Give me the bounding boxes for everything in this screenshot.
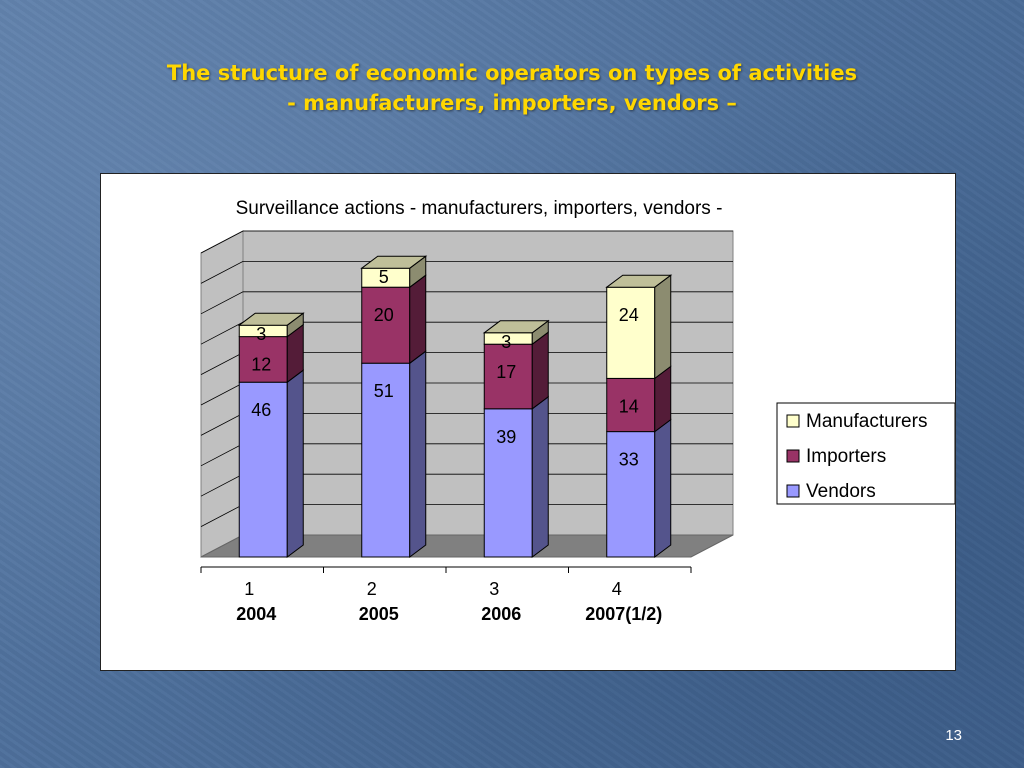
legend-label-manufacturers: Manufacturers (806, 411, 927, 432)
slide-title-line-2: - manufacturers, importers, vendors – (287, 91, 737, 115)
chart-gridline (200, 230, 733, 254)
bar-side-vendors-2006 (531, 395, 549, 558)
data-label: 33 (619, 450, 639, 470)
x-tick-label: 2 (367, 579, 377, 599)
chart-legend (776, 402, 955, 505)
chart-title: Surveillance actions - manufacturers, im… (236, 198, 723, 219)
data-label: 3 (501, 332, 511, 352)
chart-gridline (200, 261, 733, 284)
chart-gridline (200, 291, 733, 315)
x-sublabel-year: 2006 (481, 604, 521, 624)
bar-side-vendors-2007(1/2) (654, 418, 672, 558)
bar-top-2007(1/2) (605, 274, 673, 288)
bar-side-vendors-2004 (286, 369, 304, 558)
slide-title: The structure of economic operators on t… (0, 58, 1024, 118)
legend-label-importers: Importers (806, 446, 886, 467)
bar-importers-2006 (483, 343, 533, 410)
legend-swatch-manufacturers (786, 414, 800, 428)
data-label: 51 (374, 381, 394, 401)
bar-top-2004 (237, 312, 305, 326)
x-sublabel-year: 2007(1/2) (585, 604, 662, 624)
bar-manufacturers-2007(1/2) (606, 286, 656, 379)
data-label: 39 (496, 427, 516, 447)
legend-swatch-vendors (786, 484, 800, 498)
bar-importers-2004 (238, 336, 288, 383)
x-tick-label: 1 (244, 579, 254, 599)
data-label: 46 (251, 400, 271, 420)
data-label: 20 (374, 305, 394, 325)
legend-swatch-importers (786, 449, 800, 463)
data-label: 12 (251, 355, 271, 375)
data-label: 24 (619, 305, 639, 325)
slide-title-line-1: The structure of economic operators on t… (166, 61, 858, 85)
data-label: 5 (379, 267, 389, 287)
stacked-bar-chart: Surveillance actions - manufacturers, im… (200, 198, 955, 624)
data-label: 14 (619, 396, 639, 416)
x-sublabel-year: 2005 (359, 604, 399, 624)
x-tick-label: 3 (489, 579, 499, 599)
bar-side-importers-2006 (531, 331, 549, 410)
x-tick-label: 4 (612, 579, 622, 599)
bar-vendors-2005 (361, 362, 411, 558)
bar-side-importers-2005 (409, 274, 427, 365)
bar-top-2006 (482, 320, 550, 334)
bar-importers-2007(1/2) (606, 377, 656, 433)
bar-vendors-2006 (483, 408, 533, 558)
data-label: 3 (256, 324, 266, 344)
bar-top-2005 (360, 255, 428, 269)
x-sublabel-year: 2004 (236, 604, 276, 624)
bar-side-manufacturers-2007(1/2) (654, 274, 672, 380)
page-number: 13 (945, 727, 962, 744)
chart-panel: Surveillance actions - manufacturers, im… (100, 173, 956, 671)
data-label: 17 (496, 362, 516, 382)
bar-side-vendors-2005 (409, 350, 427, 558)
legend-label-vendors: Vendors (806, 481, 876, 502)
bar-vendors-2004 (238, 381, 288, 558)
